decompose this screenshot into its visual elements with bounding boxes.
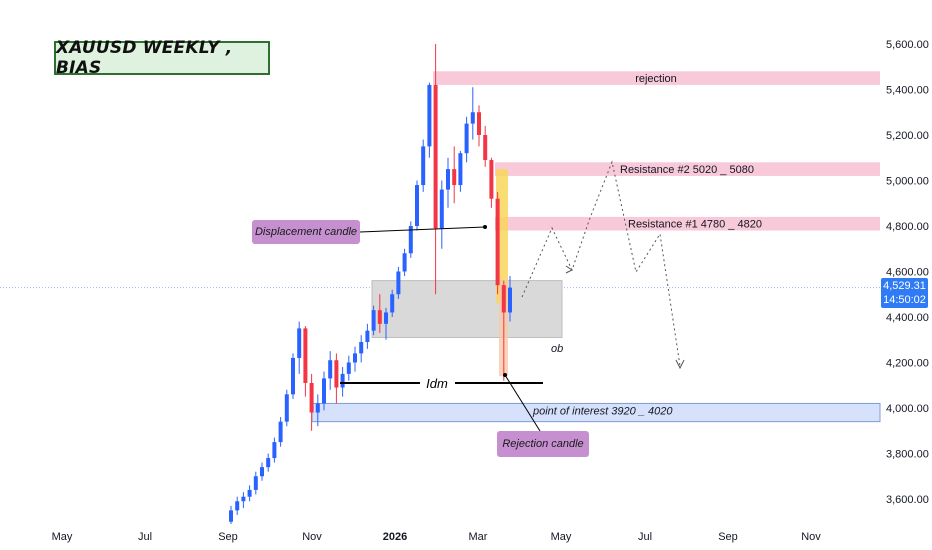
candle-body (359, 342, 364, 354)
candle-body (284, 394, 289, 422)
current-price-tag: 4,529.31 14:50:02 (881, 278, 928, 308)
x-tick-label: 2026 (383, 531, 407, 543)
candle-body (241, 496, 246, 502)
projection-arrowhead (675, 359, 685, 370)
y-tick-label: 5,200.00 (886, 130, 929, 142)
candle-body (477, 112, 481, 135)
candle-body (421, 146, 426, 186)
resistance-1-label: Resistance #1 4780 _ 4820 (628, 219, 762, 231)
candle-body (390, 294, 395, 313)
y-tick-label: 5,400.00 (886, 85, 929, 97)
bar-countdown: 14:50:02 (883, 294, 926, 306)
candle-body (309, 382, 314, 413)
candle-body (334, 360, 339, 388)
displacement-pointer (359, 226, 486, 233)
candle-body (396, 271, 401, 295)
candle-body (278, 421, 283, 443)
y-tick-label: 3,600.00 (886, 494, 929, 506)
x-tick-label: Jul (138, 531, 152, 543)
chart-title: XAUUSD WEEKLY , BIAS (54, 38, 270, 78)
candle-body (365, 330, 370, 343)
candle-body (483, 135, 488, 161)
x-tick-label: Sep (218, 531, 238, 543)
candle-body (328, 360, 333, 379)
candle-body (346, 362, 351, 374)
candle-body (235, 501, 240, 511)
candle-body (371, 310, 376, 331)
candle-body (353, 353, 357, 363)
candle-body (458, 153, 463, 186)
projection-arrowhead-1 (565, 265, 573, 274)
candle-body (340, 373, 345, 388)
candle-body (303, 328, 308, 383)
y-tick-label: 4,000.00 (886, 403, 929, 415)
annotation-overlay: Idm (340, 160, 685, 432)
candle-body (495, 198, 500, 286)
candle-body (260, 467, 264, 477)
candle-body (489, 160, 494, 199)
rejection-candle-note: Rejection candle (497, 431, 589, 457)
poi-label: point of interest 3920 _ 4020 (532, 405, 673, 417)
y-tick-label: 4,400.00 (886, 312, 929, 324)
current-price-value: 4,529.31 (883, 280, 926, 292)
resistance-1-zone (495, 216, 880, 231)
candle-body (439, 189, 444, 229)
idm-label: Idm (426, 376, 448, 391)
candle-body (377, 310, 382, 324)
x-tick-label: May (52, 531, 73, 543)
candle-body (315, 403, 320, 413)
rejection-dot (503, 373, 507, 377)
candle-body (427, 84, 432, 147)
x-tick-label: Sep (718, 531, 738, 543)
candle-body (253, 476, 258, 490)
ob-zone (371, 280, 563, 338)
axes: 5,600.00 5,400.00 5,200.00 5,000.00 4,800.00… (52, 39, 929, 543)
y-tick-label: 4,800.00 (886, 221, 929, 233)
x-tick-label: Nov (801, 531, 821, 543)
candle-body (384, 312, 388, 324)
rejection-pointer (504, 374, 541, 432)
zone-layer: rejection Resistance #2 5020 _ 5080 Resist… (311, 71, 881, 423)
projection-path (521, 160, 681, 367)
candle-body (408, 226, 413, 254)
y-tick-label: 5,600.00 (886, 39, 929, 51)
x-tick-label: Nov (302, 531, 322, 543)
y-tick-label: 5,000.00 (886, 176, 929, 188)
candle-body (415, 185, 419, 226)
candle-body (464, 123, 469, 154)
y-tick-label: 4,200.00 (886, 358, 929, 370)
y-tick-label: 3,800.00 (886, 449, 929, 461)
displacement-dot (483, 225, 487, 229)
candle-body (433, 84, 438, 229)
candle-body (470, 112, 475, 124)
rejection-zone (433, 71, 880, 85)
candle-body (297, 328, 302, 358)
y-tick-label: 4,600.00 (886, 267, 929, 279)
candle-body (402, 253, 407, 272)
x-tick-label: Mar (469, 531, 488, 543)
candle-body (266, 458, 271, 468)
x-tick-label: Jul (638, 531, 652, 543)
candle-body (501, 285, 506, 313)
displacement-candle-note: Displacement candle (252, 220, 360, 244)
candle-body (322, 378, 326, 404)
candle-body (452, 169, 457, 186)
candle-body (272, 442, 277, 459)
candle-body (247, 489, 252, 497)
candle-body (446, 169, 450, 190)
candle-body (508, 287, 512, 313)
rejection-zone-label: rejection (635, 73, 677, 85)
resistance-2-label: Resistance #2 5020 _ 5080 (620, 164, 754, 176)
resistance-2-zone (495, 162, 880, 176)
candles (229, 44, 512, 525)
candle-body (229, 510, 233, 522)
ob-label: ob (551, 343, 563, 355)
candle-body (291, 357, 295, 395)
x-tick-label: May (551, 531, 572, 543)
